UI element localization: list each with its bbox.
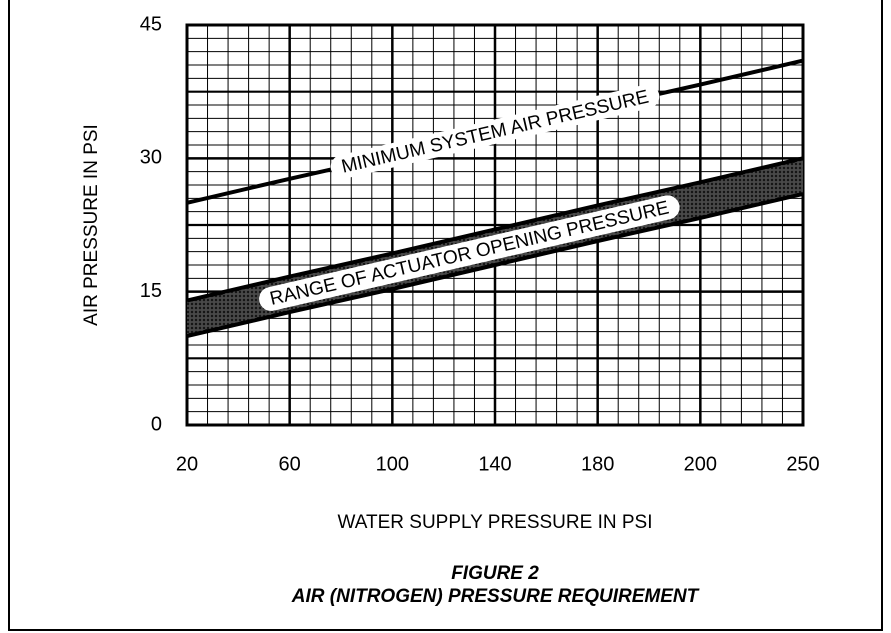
caption-line: FIGURE 2 xyxy=(451,563,539,584)
x-tick-label: 60 xyxy=(279,453,301,475)
y-tick-label: 15 xyxy=(140,280,162,302)
x-tick-label: 100 xyxy=(376,453,409,475)
label-background xyxy=(259,195,680,311)
line-label-text: RANGE OF ACTUATOR OPENING PRESSURE xyxy=(268,197,671,309)
x-tick-label: 200 xyxy=(684,453,717,475)
y-axis-title: AIR PRESSURE IN PSI xyxy=(81,124,102,326)
y-tick-label: 30 xyxy=(140,147,162,169)
y-tick-label: 45 xyxy=(140,13,162,35)
label-background xyxy=(330,84,660,179)
x-tick-label: 20 xyxy=(176,453,198,475)
x-tick-label: 140 xyxy=(478,453,511,475)
plot-border xyxy=(185,23,805,427)
caption-line: AIR (NITROGEN) PRESSURE REQUIREMENT xyxy=(291,586,700,607)
range-edge xyxy=(186,191,804,339)
x-tick-label: 180 xyxy=(581,453,614,475)
x-tick-label: 250 xyxy=(786,453,819,475)
range-edge xyxy=(186,156,804,303)
frame xyxy=(8,0,883,631)
y-tick-label: 0 xyxy=(151,413,162,435)
x-axis-title: WATER SUPPLY PRESSURE IN PSI xyxy=(338,512,653,533)
